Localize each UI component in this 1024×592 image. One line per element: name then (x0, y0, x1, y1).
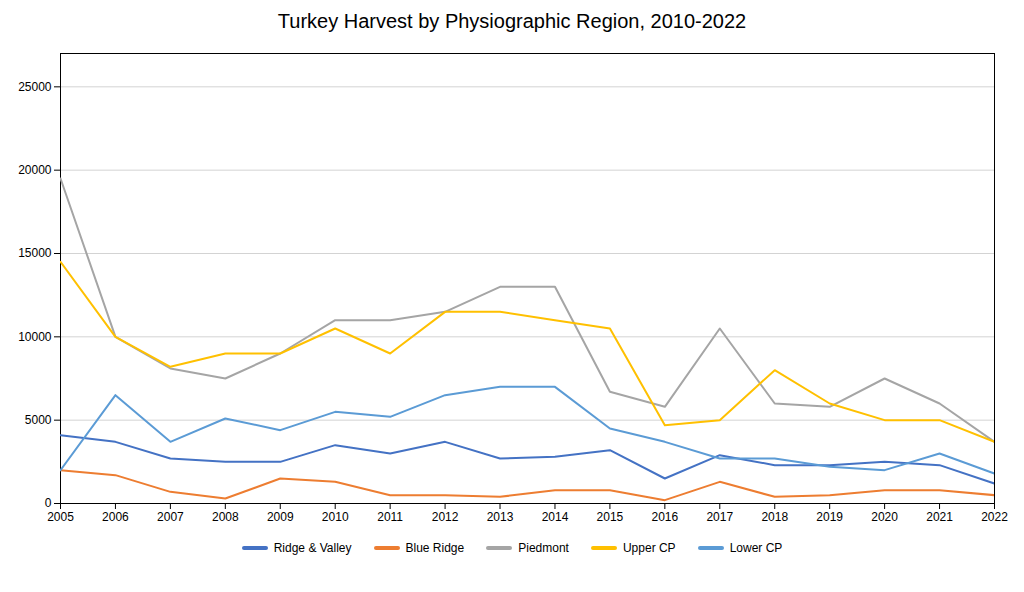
html-text:Turkey Harvest by Physiographi: Turkey Harvest by Physiographic Region, … (277, 10, 747, 32)
svg-text:2007: 2007 (157, 510, 184, 524)
svg-text:2020: 2020 (871, 510, 898, 524)
svg-text:2014: 2014 (542, 510, 569, 524)
svg-text:5000: 5000 (25, 413, 52, 427)
svg-text:2006: 2006 (102, 510, 129, 524)
svg-text:2021: 2021 (926, 510, 953, 524)
html-text:Lower CP: Lower CP (729, 541, 783, 555)
svg-text:2016: 2016 (652, 510, 679, 524)
svg-text:2009: 2009 (267, 510, 294, 524)
svg-text:2015: 2015 (597, 510, 624, 524)
svg-text:2013: 2013 (487, 510, 514, 524)
svg-text:0: 0 (45, 496, 52, 510)
svg-text:2005: 2005 (47, 510, 74, 524)
svg-text:2012: 2012 (432, 510, 459, 524)
html-text:Upper CP: Upper CP (622, 541, 676, 555)
svg-text:15000: 15000 (18, 246, 52, 260)
svg-text:2011: 2011 (377, 510, 403, 524)
svg-text:2018: 2018 (761, 510, 788, 524)
html-text:Blue Ridge: Blue Ridge (405, 541, 465, 555)
svg-text:20000: 20000 (18, 163, 52, 177)
svg-text:25000: 25000 (18, 80, 52, 94)
html-text:Piedmont: Piedmont (518, 541, 569, 555)
html-text:Ridge & Valley: Ridge & Valley (273, 541, 352, 555)
svg-text:2010: 2010 (322, 510, 349, 524)
svg-text:2022: 2022 (981, 510, 1008, 524)
svg-text:2019: 2019 (816, 510, 843, 524)
svg-text:2017: 2017 (706, 510, 733, 524)
svg-text:10000: 10000 (18, 330, 52, 344)
svg-text:2008: 2008 (212, 510, 239, 524)
